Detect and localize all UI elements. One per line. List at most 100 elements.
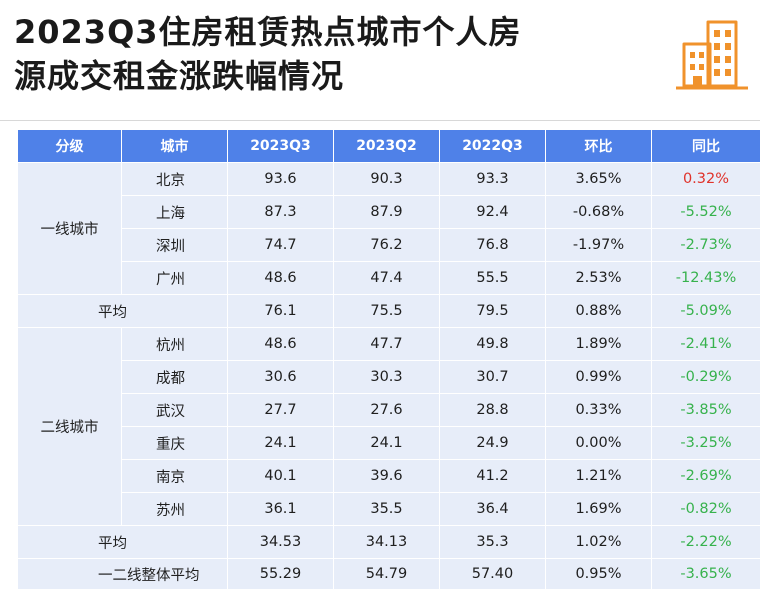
- value-cell: 39.6: [334, 460, 440, 493]
- page-title: 2023Q3住房租赁热点城市个人房 源成交租金涨跌幅情况: [14, 10, 654, 98]
- qoq-cell: 0.00%: [546, 427, 652, 460]
- value-cell: 35.3: [440, 526, 546, 559]
- value-cell: 76.8: [440, 229, 546, 262]
- table-row-average: 平均 76.1 75.5 79.5 0.88% -5.09%: [18, 295, 760, 328]
- qoq-cell: 1.02%: [546, 526, 652, 559]
- header-city: 城市: [122, 130, 228, 163]
- tier1-label: 一线城市: [18, 163, 122, 295]
- yoy-cell: -2.73%: [652, 229, 760, 262]
- header-2023q2: 2023Q2: [334, 130, 440, 163]
- value-cell: 24.1: [334, 427, 440, 460]
- value-cell: 87.9: [334, 196, 440, 229]
- value-cell: 48.6: [228, 328, 334, 361]
- qoq-cell: 0.99%: [546, 361, 652, 394]
- value-cell: 30.7: [440, 361, 546, 394]
- value-cell: 36.1: [228, 493, 334, 526]
- value-cell: 24.1: [228, 427, 334, 460]
- table-row: 成都 30.6 30.3 30.7 0.99% -0.29%: [18, 361, 760, 394]
- title-divider: [0, 120, 760, 121]
- yoy-cell: -3.85%: [652, 394, 760, 427]
- header-yoy: 同比: [652, 130, 760, 163]
- city-buildings-icon: [672, 10, 752, 100]
- value-cell: 92.4: [440, 196, 546, 229]
- value-cell: 79.5: [440, 295, 546, 328]
- value-cell: 40.1: [228, 460, 334, 493]
- yoy-cell: -2.22%: [652, 526, 760, 559]
- city-cell: 广州: [122, 262, 228, 295]
- title-line-1: 2023Q3住房租赁热点城市个人房: [14, 10, 654, 54]
- value-cell: 30.6: [228, 361, 334, 394]
- value-cell: 54.79: [334, 559, 440, 590]
- value-cell: 74.7: [228, 229, 334, 262]
- qoq-cell: 1.69%: [546, 493, 652, 526]
- qoq-cell: 0.88%: [546, 295, 652, 328]
- city-cell: 重庆: [122, 427, 228, 460]
- qoq-cell: 1.21%: [546, 460, 652, 493]
- city-cell: 成都: [122, 361, 228, 394]
- qoq-cell: 0.33%: [546, 394, 652, 427]
- value-cell: 93.3: [440, 163, 546, 196]
- city-cell: 苏州: [122, 493, 228, 526]
- yoy-cell: -3.25%: [652, 427, 760, 460]
- table-row: 苏州 36.1 35.5 36.4 1.69% -0.82%: [18, 493, 760, 526]
- value-cell: 47.7: [334, 328, 440, 361]
- value-cell: 34.53: [228, 526, 334, 559]
- table-row: 武汉 27.7 27.6 28.8 0.33% -3.85%: [18, 394, 760, 427]
- value-cell: 76.1: [228, 295, 334, 328]
- table-row: 南京 40.1 39.6 41.2 1.21% -2.69%: [18, 460, 760, 493]
- qoq-cell: -0.68%: [546, 196, 652, 229]
- value-cell: 93.6: [228, 163, 334, 196]
- header-qoq: 环比: [546, 130, 652, 163]
- city-cell: 上海: [122, 196, 228, 229]
- yoy-cell: -3.65%: [652, 559, 760, 590]
- tier2-label: 二线城市: [18, 328, 122, 526]
- city-cell: 深圳: [122, 229, 228, 262]
- value-cell: 55.29: [228, 559, 334, 590]
- value-cell: 47.4: [334, 262, 440, 295]
- value-cell: 27.6: [334, 394, 440, 427]
- yoy-cell: 0.32%: [652, 163, 760, 196]
- table-row-average: 平均 34.53 34.13 35.3 1.02% -2.22%: [18, 526, 760, 559]
- value-cell: 41.2: [440, 460, 546, 493]
- tier1-avg-label: 平均: [18, 295, 228, 328]
- value-cell: 55.5: [440, 262, 546, 295]
- value-cell: 24.9: [440, 427, 546, 460]
- yoy-cell: -0.29%: [652, 361, 760, 394]
- value-cell: 49.8: [440, 328, 546, 361]
- qoq-cell: -1.97%: [546, 229, 652, 262]
- yoy-cell: -5.09%: [652, 295, 760, 328]
- table-row: 广州 48.6 47.4 55.5 2.53% -12.43%: [18, 262, 760, 295]
- yoy-cell: -2.41%: [652, 328, 760, 361]
- value-cell: 30.3: [334, 361, 440, 394]
- city-cell: 杭州: [122, 328, 228, 361]
- city-cell: 南京: [122, 460, 228, 493]
- value-cell: 28.8: [440, 394, 546, 427]
- value-cell: 76.2: [334, 229, 440, 262]
- overall-avg-label: 一二线整体平均: [18, 559, 228, 590]
- title-line-2: 源成交租金涨跌幅情况: [14, 54, 654, 98]
- yoy-cell: -12.43%: [652, 262, 760, 295]
- yoy-cell: -5.52%: [652, 196, 760, 229]
- qoq-cell: 1.89%: [546, 328, 652, 361]
- header-tier: 分级: [18, 130, 122, 163]
- value-cell: 90.3: [334, 163, 440, 196]
- qoq-cell: 0.95%: [546, 559, 652, 590]
- table-row: 重庆 24.1 24.1 24.9 0.00% -3.25%: [18, 427, 760, 460]
- value-cell: 75.5: [334, 295, 440, 328]
- value-cell: 48.6: [228, 262, 334, 295]
- qoq-cell: 2.53%: [546, 262, 652, 295]
- header-2022q3: 2022Q3: [440, 130, 546, 163]
- table-row: 一线城市 北京 93.6 90.3 93.3 3.65% 0.32%: [18, 163, 760, 196]
- rent-table: 分级 城市 2023Q3 2023Q2 2022Q3 环比 同比 一线城市 北京…: [17, 129, 760, 590]
- value-cell: 57.40: [440, 559, 546, 590]
- table-row: 深圳 74.7 76.2 76.8 -1.97% -2.73%: [18, 229, 760, 262]
- value-cell: 27.7: [228, 394, 334, 427]
- header-2023q3: 2023Q3: [228, 130, 334, 163]
- city-cell: 北京: [122, 163, 228, 196]
- value-cell: 35.5: [334, 493, 440, 526]
- table-row: 上海 87.3 87.9 92.4 -0.68% -5.52%: [18, 196, 760, 229]
- tier2-avg-label: 平均: [18, 526, 228, 559]
- table-header-row: 分级 城市 2023Q3 2023Q2 2022Q3 环比 同比: [18, 130, 760, 163]
- table-row: 二线城市 杭州 48.6 47.7 49.8 1.89% -2.41%: [18, 328, 760, 361]
- table-row-overall: 一二线整体平均 55.29 54.79 57.40 0.95% -3.65%: [18, 559, 760, 590]
